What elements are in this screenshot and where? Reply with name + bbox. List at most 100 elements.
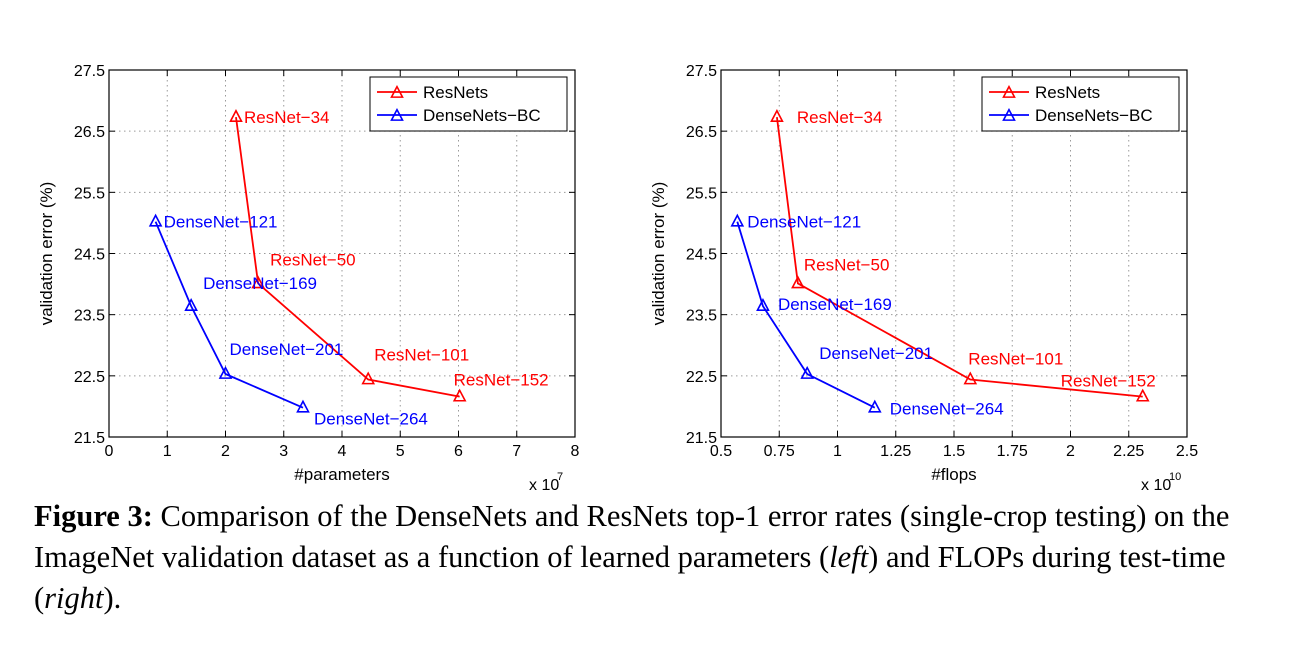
x-axis-label: #flops <box>931 465 976 484</box>
data-point-marker <box>1135 388 1150 402</box>
figure-caption: Figure 3: Comparison of the DenseNets an… <box>34 496 1274 619</box>
point-label: ResNet−50 <box>804 255 890 274</box>
plot-frame <box>720 69 1188 438</box>
data-point-marker <box>296 399 310 413</box>
x-tick-label: 0 <box>105 443 114 460</box>
y-axis-label: validation error (%) <box>649 182 668 326</box>
x-tick-label: 1 <box>833 443 842 460</box>
y-axis-label: validation error (%) <box>37 182 56 326</box>
x-multiplier-exponent: 7 <box>557 471 563 483</box>
x-tick-label: 6 <box>454 443 463 460</box>
x-multiplier-exponent: 10 <box>1169 471 1181 483</box>
x-tick-label: 4 <box>338 443 347 460</box>
data-point-marker <box>229 109 243 123</box>
x-tick-label: 5 <box>396 443 405 460</box>
point-label: DenseNet−201 <box>819 344 933 363</box>
chart-panel-2: 0.5 0.75 1 1.25 1.5 1.75 2 2.25 2.5 21.5 22.5 23.5 2… <box>649 63 1198 490</box>
data-point-marker <box>770 109 784 123</box>
x-tick-label: 1.25 <box>880 443 911 460</box>
point-label: ResNet−152 <box>1061 372 1156 391</box>
caption-label: Figure 3: <box>34 499 153 533</box>
x-tick-label: 2.25 <box>1113 443 1144 460</box>
x-tick-label: 2 <box>221 443 230 460</box>
y-tick-label: 24.5 <box>686 247 717 264</box>
x-tick-label: 8 <box>571 443 580 460</box>
point-label: DenseNet−169 <box>203 274 317 293</box>
x-tick-label: 1.5 <box>943 443 965 460</box>
point-label: ResNet−34 <box>797 108 883 127</box>
data-point-marker <box>218 365 233 379</box>
series-line <box>154 221 304 409</box>
series-DenseNets−BC: DenseNet−121 DenseNet−169 DenseNet−201 Dens… <box>148 213 428 429</box>
y-tick-label: 26.5 <box>686 124 717 141</box>
x-multiplier-label: x 10 <box>529 477 559 490</box>
y-tick-label: 22.5 <box>686 369 717 386</box>
x-tick-label: 0.75 <box>764 443 795 460</box>
data-point-marker <box>184 298 198 312</box>
x-tick-label: 7 <box>512 443 521 460</box>
series-DenseNets−BC: DenseNet−121 DenseNet−169 DenseNet−201 Dens… <box>730 213 1004 419</box>
point-label: DenseNet−264 <box>314 410 428 429</box>
x-tick-label: 1 <box>163 443 172 460</box>
series-ResNets: ResNet−34 ResNet−50 ResNet−101 ResNet−152 <box>229 108 549 402</box>
y-tick-label: 23.5 <box>74 308 105 325</box>
legend-marker <box>390 84 404 98</box>
caption-emph-right: right <box>44 581 104 615</box>
x-tick-label: 2.5 <box>1176 443 1198 460</box>
y-tick-label: 26.5 <box>74 124 105 141</box>
series-line <box>776 116 1143 398</box>
caption-emph-left: left <box>829 540 869 574</box>
point-label: DenseNet−264 <box>890 400 1004 419</box>
legend-marker <box>390 107 404 121</box>
data-point-marker <box>251 275 265 289</box>
legend-entry: DenseNets−BC <box>423 106 541 125</box>
x-axis-label: #parameters <box>294 465 389 484</box>
data-point-marker <box>730 213 745 227</box>
y-tick-label: 24.5 <box>74 247 105 264</box>
x-tick-label: 3 <box>279 443 288 460</box>
series-ResNets: ResNet−34 ResNet−50 ResNet−101 ResNet−152 <box>770 108 1156 402</box>
data-point-marker <box>452 388 467 402</box>
data-point-marker <box>800 365 815 379</box>
y-tick-label: 27.5 <box>686 63 717 80</box>
caption-text-3: ). <box>103 581 122 615</box>
data-point-marker <box>867 399 882 413</box>
y-tick-label: 25.5 <box>686 185 717 202</box>
data-point-marker <box>791 275 805 289</box>
data-point-marker <box>148 213 163 227</box>
y-tick-label: 21.5 <box>74 430 105 447</box>
y-tick-label: 22.5 <box>74 369 105 386</box>
point-label: ResNet−34 <box>244 108 330 127</box>
legend-entry: ResNets <box>1035 83 1100 102</box>
legend-entry: ResNets <box>423 83 488 102</box>
data-point-marker <box>963 371 978 385</box>
x-multiplier-label: x 10 <box>1141 477 1171 490</box>
legend-marker <box>1002 84 1016 98</box>
x-tick-label: 2 <box>1066 443 1075 460</box>
charts-canvas: 0 1 2 3 4 5 6 7 821.522.523.524.525.526.527.5#pa… <box>37 63 1198 490</box>
point-label: ResNet−101 <box>968 350 1063 369</box>
chart-panel-1: 0 1 2 3 4 5 6 7 821.522.523.524.525.526.527.5#pa… <box>37 63 580 490</box>
data-point-marker <box>756 298 770 312</box>
point-label: DenseNet−201 <box>230 340 344 359</box>
legend-box <box>981 76 1180 132</box>
legend-entry: DenseNets−BC <box>1035 106 1153 125</box>
caption-text-1: Comparison of the DenseNets and ResNets … <box>34 499 1230 574</box>
series-line <box>736 221 876 409</box>
plot-frame <box>108 69 576 438</box>
caption-text-2: ) and FLOPs during test-time ( <box>34 540 1226 615</box>
legend: ResNets DenseNets−BC <box>981 76 1180 132</box>
series-line <box>235 116 460 398</box>
y-tick-label: 25.5 <box>74 185 105 202</box>
legend-box <box>369 76 568 132</box>
y-tick-label: 21.5 <box>686 430 717 447</box>
point-label: DenseNet−169 <box>778 295 892 314</box>
point-label: ResNet−101 <box>374 346 469 365</box>
y-tick-label: 27.5 <box>74 63 105 80</box>
x-tick-label: 1.75 <box>997 443 1028 460</box>
point-label: ResNet−50 <box>270 250 356 269</box>
legend: ResNets DenseNets−BC <box>369 76 568 132</box>
point-label: ResNet−152 <box>454 371 549 390</box>
legend-marker <box>1002 107 1016 121</box>
point-label: DenseNet−121 <box>747 213 861 232</box>
